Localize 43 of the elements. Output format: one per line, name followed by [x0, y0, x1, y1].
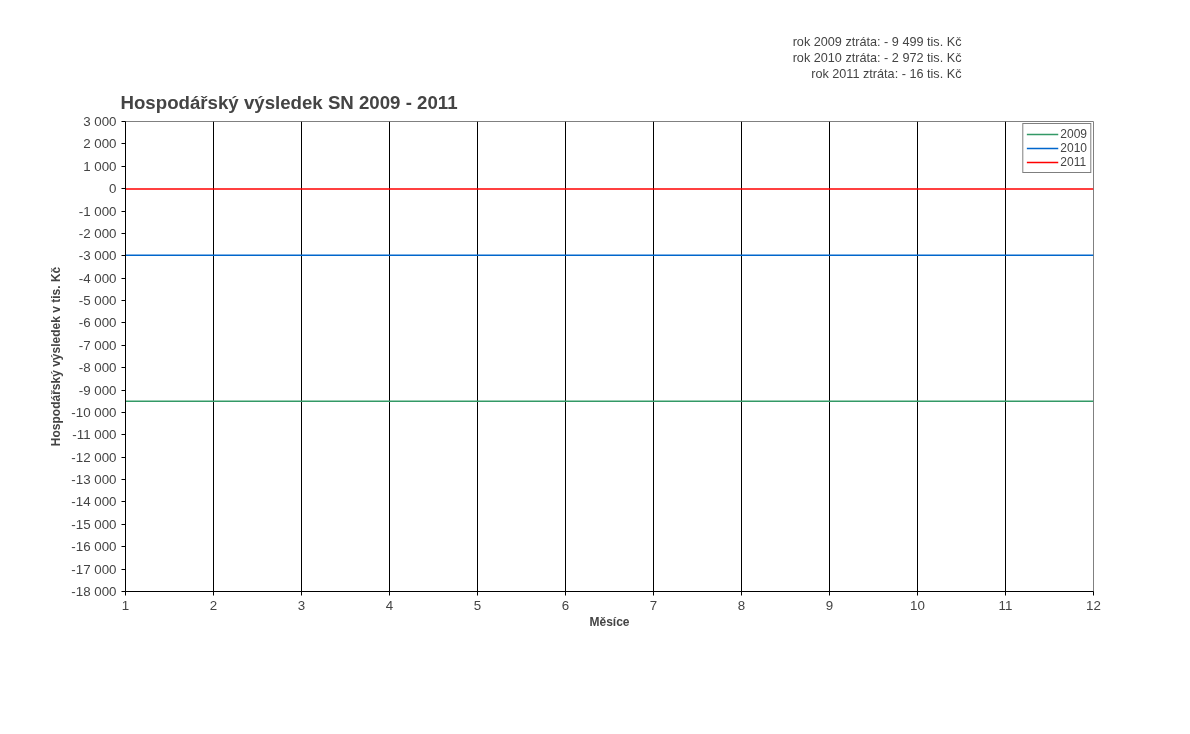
x-tick-label: 12	[1086, 597, 1101, 613]
y-tick-label: -15 000	[71, 516, 117, 532]
y-tick-label: -6 000	[78, 315, 117, 331]
y-tick-label: 3 000	[83, 114, 117, 129]
y-axis-title: Hospodářský výsledek v tis. Kč	[49, 266, 64, 447]
x-tick-label: 3	[297, 597, 306, 613]
y-tick-label: 0	[109, 181, 117, 197]
y-tick-label: -2 000	[78, 225, 117, 241]
x-tick-label: 4	[385, 597, 394, 613]
chart-title: Hospodářský výsledek SN 2009 - 2011	[120, 91, 458, 113]
y-tick-label: -3 000	[78, 248, 117, 264]
legend-label: 2010	[1060, 141, 1087, 155]
x-tick-label: 8	[737, 597, 746, 613]
x-tick-label: 7	[649, 597, 658, 613]
legend-label: 2011	[1060, 155, 1087, 169]
y-tick-label: -18 000	[71, 584, 117, 599]
y-tick-label: -12 000	[71, 449, 117, 465]
y-tick-label: -16 000	[71, 539, 117, 555]
text: rok 2010 ztráta: - 2 972 tis. Kč	[792, 50, 962, 65]
y-tick-label: -17 000	[71, 561, 117, 577]
y-tick-label: -4 000	[78, 270, 117, 286]
y-tick-label: -13 000	[71, 472, 117, 488]
x-tick-label: 11	[998, 597, 1013, 613]
y-tick-label: -14 000	[71, 494, 117, 510]
x-tick-label: 2	[209, 597, 218, 613]
y-tick-label: -8 000	[78, 360, 117, 376]
x-tick-label: 10	[910, 597, 925, 613]
y-tick-label: -7 000	[78, 337, 117, 353]
y-tick-label: 1 000	[83, 158, 117, 174]
y-tick-label: -1 000	[78, 203, 117, 219]
x-tick-label: 6	[561, 597, 570, 613]
x-axis-title: Měsíce	[589, 614, 630, 629]
text: rok 2011 ztráta: - 16 tis. Kč	[811, 66, 962, 81]
x-tick-label: 9	[825, 597, 834, 613]
text: rok 2009 ztráta: - 9 499 tis. Kč	[792, 34, 962, 49]
legend-label: 2009	[1060, 127, 1087, 141]
x-tick-label: 1	[121, 597, 130, 613]
y-tick-label: -11 000	[72, 427, 117, 443]
y-tick-label: -5 000	[78, 293, 117, 309]
y-tick-label: 2 000	[83, 136, 117, 152]
x-tick-label: 5	[473, 597, 482, 613]
y-tick-label: -10 000	[71, 404, 117, 420]
y-tick-label: -9 000	[78, 382, 117, 398]
